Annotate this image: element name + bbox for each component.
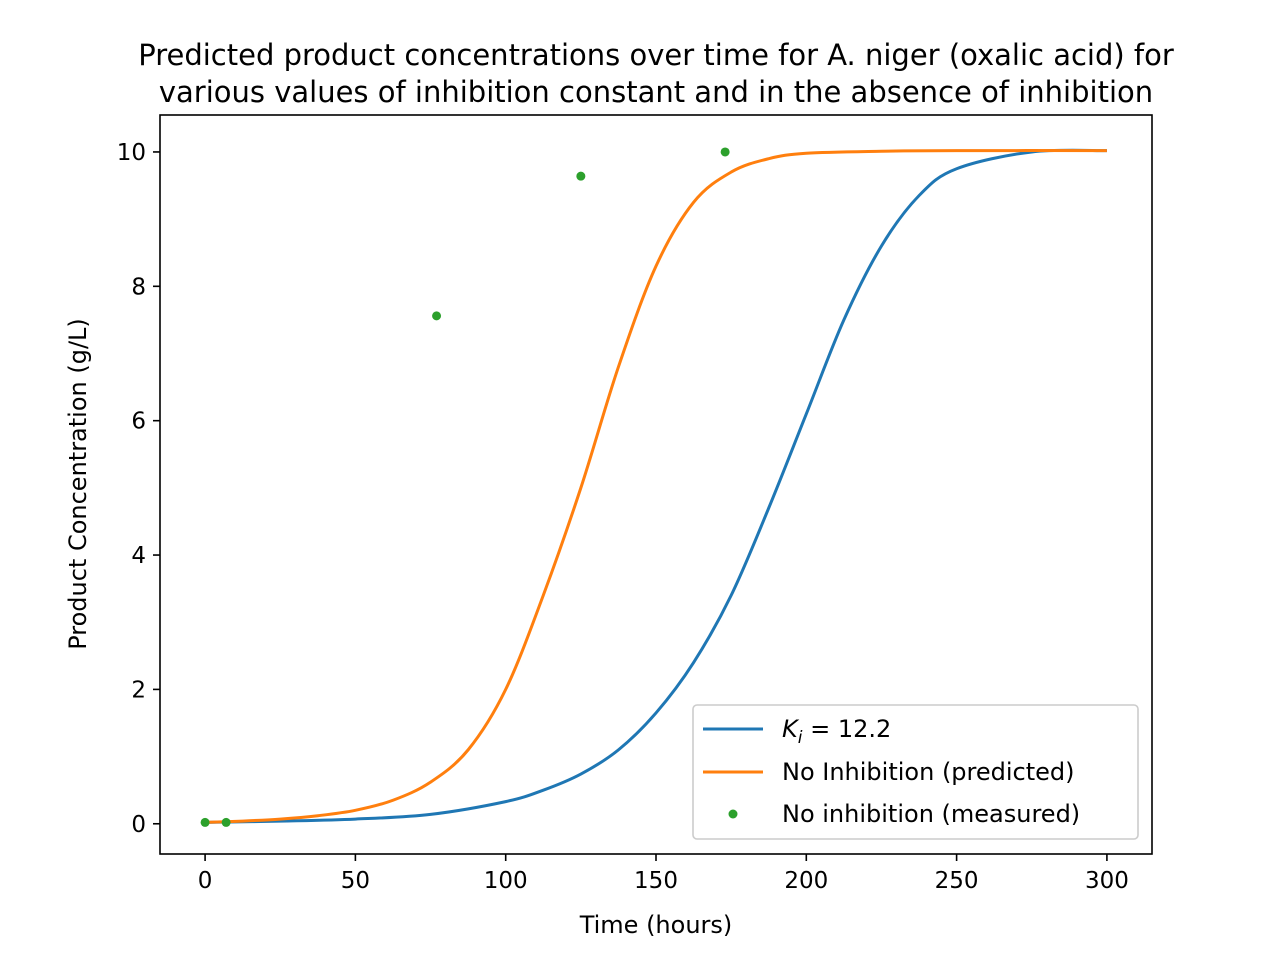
x-tick-label: 300 [1085,868,1129,894]
chart-title-line-1: Predicted product concentrations over ti… [138,38,1174,72]
x-axis-label: Time (hours) [579,911,733,939]
legend-label-no-inhibition-predicted: No Inhibition (predicted) [782,758,1075,786]
y-tick-label: 8 [131,274,146,300]
y-tick-label: 2 [131,677,146,703]
y-tick-label: 6 [131,409,146,435]
x-tick-label: 250 [935,868,979,894]
x-tick-label: 150 [634,868,678,894]
legend-label-ki: Ki = 12.2 [782,715,891,748]
x-tick-label: 200 [784,868,828,894]
y-axis-label: Product Concentration (g/L) [64,318,92,650]
scatter-point [221,817,231,827]
legend-label-no-inhibition-measured: No inhibition (measured) [782,800,1080,828]
y-tick-label: 10 [117,140,146,166]
chart-title: Predicted product concentrations over ti… [138,38,1174,109]
y-tick-label: 0 [131,812,146,838]
series-line-0 [205,148,1107,824]
legend-box [692,704,1139,840]
x-tick-label: 0 [198,868,213,894]
scatter-point [432,311,442,321]
legend-label-ki-subscript: i [798,728,803,748]
legend-label-ki-value: = 12.2 [802,715,891,743]
scatter-point [200,817,210,827]
legend: Ki = 12.2 No Inhibition (predicted) No i… [692,704,1139,840]
scatter-point [576,171,586,181]
legend-swatch-no-inhibition-measured [728,809,738,819]
chart-title-line-2: various values of inhibition constant an… [159,75,1153,109]
y-axis: 0 2 4 6 8 10 [117,140,160,838]
y-tick-label: 4 [131,543,146,569]
scatter-point [720,147,730,157]
series-layer [200,147,1107,827]
series-line-1 [205,149,1107,824]
x-tick-label: 50 [341,868,370,894]
x-axis: 0 50 100 150 200 250 300 [198,854,1129,894]
legend-label-ki-symbol: K [782,715,800,743]
x-tick-label: 100 [484,868,528,894]
